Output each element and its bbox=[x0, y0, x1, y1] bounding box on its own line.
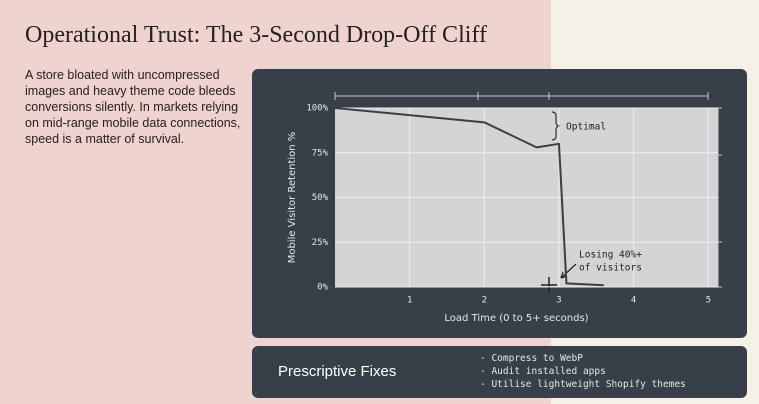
page-title: Operational Trust: The 3-Second Drop-Off… bbox=[25, 22, 487, 48]
fixes-panel: Prescriptive Fixes - Compress to WebP - … bbox=[252, 346, 747, 398]
x-axis-label: Load Time (0 to 5+ seconds) bbox=[444, 313, 588, 324]
y-tick-label: 0% bbox=[317, 283, 328, 293]
annotation: Losing 40%+ bbox=[579, 250, 642, 261]
fixes-list: - Compress to WebP - Audit installed app… bbox=[480, 352, 686, 391]
x-tick-label: 4 bbox=[631, 296, 636, 306]
y-tick-label: 100% bbox=[306, 104, 328, 114]
y-axis-label: Mobile Visitor Retention % bbox=[287, 132, 298, 264]
y-tick-label: 25% bbox=[312, 238, 329, 248]
top-bracket bbox=[334, 92, 709, 100]
cliff-marker bbox=[541, 277, 557, 293]
x-tick-label: 2 bbox=[482, 296, 487, 306]
optimal-brace bbox=[551, 111, 561, 141]
annotation: Optimal bbox=[566, 122, 606, 133]
x-tick-label: 3 bbox=[556, 296, 561, 306]
y-tick-label: 75% bbox=[312, 148, 329, 158]
fix-item: - Audit installed apps bbox=[480, 366, 606, 377]
y-tick-label: 50% bbox=[312, 193, 329, 203]
fixes-title: Prescriptive Fixes bbox=[278, 363, 397, 380]
x-tick-label: 1 bbox=[407, 296, 412, 306]
description: A store bloated with uncompressed images… bbox=[25, 68, 241, 146]
annotation-arrow bbox=[560, 263, 577, 279]
annotation: of visitors bbox=[579, 263, 642, 274]
fix-item: - Compress to WebP bbox=[480, 353, 583, 364]
line bbox=[334, 107, 604, 287]
fix-item: - Utilise lightweight Shopify themes bbox=[480, 379, 686, 390]
x-tick-label: 5 bbox=[706, 296, 711, 306]
